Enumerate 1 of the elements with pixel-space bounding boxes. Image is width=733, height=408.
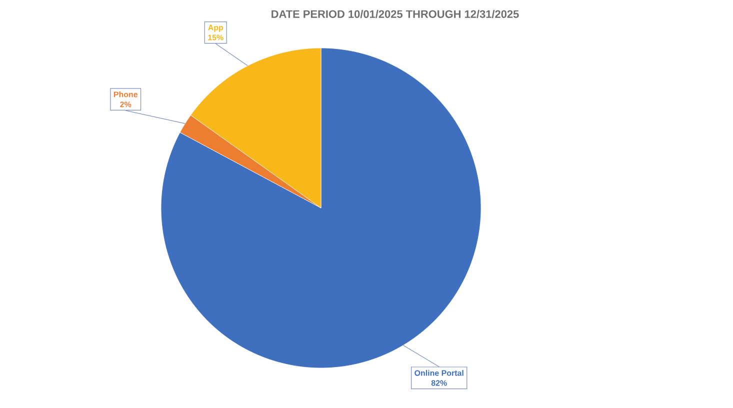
chart-title: DATE PERIOD 10/01/2025 THROUGH 12/31/2025 xyxy=(272,10,519,18)
